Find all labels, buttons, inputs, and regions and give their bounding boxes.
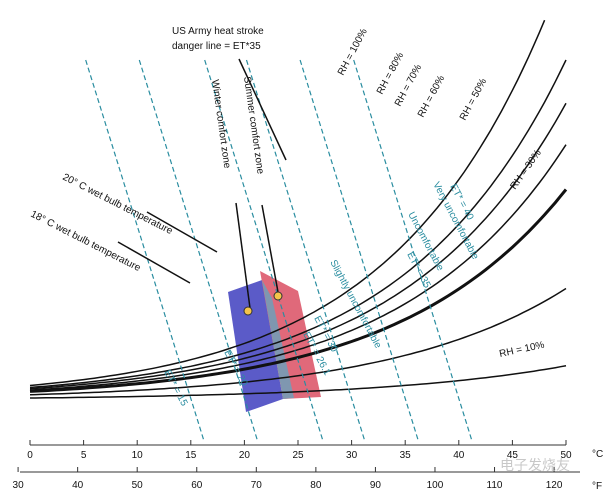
rh-curve-50	[29, 188, 568, 393]
fahrenheit-tick-label-50: 50	[132, 480, 144, 491]
celsius-tick-label-30: 30	[346, 450, 358, 461]
fahrenheit-tick-label-100: 100	[427, 480, 444, 491]
wet-bulb-20-label: 20° C wet bulb temperature	[61, 172, 175, 237]
celsius-tick-label-45: 45	[507, 450, 519, 461]
fahrenheit-tick-label-120: 120	[546, 480, 563, 491]
rh-curve-70	[29, 102, 567, 390]
fahrenheit-tick-label-40: 40	[72, 480, 84, 491]
celsius-tick-label-35: 35	[400, 450, 412, 461]
celsius-axis: 0 5 10 15 20 25 30 35 40 45 50 °C	[27, 440, 603, 461]
rh-curve-100	[29, 19, 546, 387]
fahrenheit-tick-label-90: 90	[370, 480, 382, 491]
celsius-tick-label-50: 50	[560, 450, 572, 461]
rh-curve-10	[30, 365, 567, 399]
celsius-tick-label-5: 5	[81, 450, 87, 461]
watermark: 电子发烧友	[500, 458, 570, 474]
annotation-lines	[117, 58, 287, 309]
rh-label-10: RH = 10%	[498, 340, 545, 360]
wet-bulb-20-line	[146, 211, 218, 253]
summer-comfort-point	[273, 291, 283, 301]
et-line-40	[353, 59, 473, 441]
et-line-26-1	[204, 59, 324, 441]
rh-curve-80	[29, 59, 567, 389]
winter-comfort-point	[243, 306, 253, 316]
fahrenheit-tick-label-60: 60	[191, 480, 203, 491]
fahrenheit-ticks: 30 40 50 60 70 80 90 100 110 120	[13, 467, 563, 491]
rh-label-100: RH = 100%	[336, 27, 370, 78]
rh-curves	[29, 19, 568, 399]
fahrenheit-tick-label-110: 110	[487, 480, 503, 491]
fahrenheit-unit: °F	[592, 481, 602, 492]
rh-label-50: RH = 50%	[458, 77, 489, 123]
celsius-tick-label-15: 15	[185, 450, 197, 461]
wet-bulb-18-label: 18° C wet bulb temperature	[29, 209, 143, 274]
heat-stroke-label-line1: US Army heat stroke	[172, 26, 264, 37]
celsius-tick-label-10: 10	[132, 450, 144, 461]
rh-curve-30	[29, 287, 567, 396]
celsius-tick-label-25: 25	[292, 450, 304, 461]
celsius-tick-label-20: 20	[239, 450, 251, 461]
celsius-tick-label-40: 40	[453, 450, 465, 461]
celsius-ticks: 0 5 10 15 20 25 30 35 40 45 50	[27, 440, 572, 461]
et-line-30	[245, 59, 366, 441]
celsius-tick-label-0: 0	[27, 450, 33, 461]
celsius-unit: °C	[592, 449, 603, 460]
summer-zone-label: Summer comfort zone	[241, 76, 266, 175]
et-line-15	[85, 59, 205, 441]
danger-pointer-line	[238, 58, 287, 161]
heat-stroke-label-line2: danger line = ET*35	[172, 41, 261, 52]
winter-zone-label: Winter comfort zone	[209, 79, 232, 170]
rh-curve-60	[29, 144, 567, 391]
wet-bulb-18-line	[117, 241, 191, 284]
winter-pointer-line	[235, 202, 251, 309]
fahrenheit-axis: 30 40 50 60 70 80 90 100 110 120 °F	[13, 467, 602, 492]
fahrenheit-tick-label-30: 30	[13, 480, 25, 491]
et-line-35	[299, 59, 419, 441]
summer-pointer-line	[261, 204, 279, 293]
et-line-20	[138, 59, 258, 441]
fahrenheit-tick-label-80: 80	[310, 480, 322, 491]
rh-label-60: RH = 60%	[416, 74, 447, 120]
fahrenheit-tick-label-70: 70	[251, 480, 263, 491]
et-lines	[85, 59, 473, 441]
comfort-zone-overlap	[262, 280, 294, 399]
